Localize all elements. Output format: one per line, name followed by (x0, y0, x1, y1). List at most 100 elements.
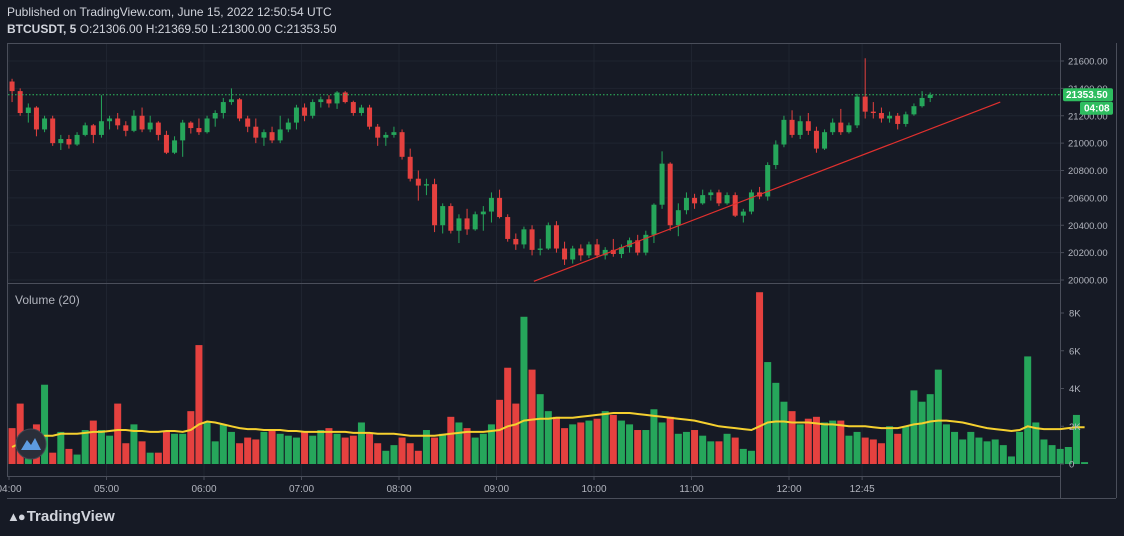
volume-bar (398, 437, 406, 464)
candle-body (277, 129, 283, 141)
candle-body (651, 204, 657, 235)
candle (237, 97, 243, 122)
volume-bar (447, 416, 455, 464)
candle-body (367, 107, 373, 127)
candle (529, 225, 535, 256)
candle-body (480, 211, 486, 215)
volume-bar (1032, 422, 1040, 464)
candle-body (870, 111, 876, 114)
volume-bar (951, 431, 959, 464)
candle (9, 78, 15, 103)
volume-bar (260, 431, 268, 464)
volume-bar (390, 445, 398, 464)
price-tick-label: 20800.00 (1068, 166, 1108, 177)
volume-bar (268, 430, 276, 464)
time-tick-label: 07:00 (289, 484, 314, 495)
symbol-ohlc-legend[interactable]: BTCUSDT, 5 O:21306.00 H:21369.50 L:21300… (7, 22, 337, 36)
candle-body (545, 225, 551, 249)
candle-body (399, 132, 405, 157)
candle-body (700, 195, 706, 204)
candle-body (497, 197, 503, 218)
volume-bar (49, 452, 57, 464)
volume-indicator-label[interactable]: Volume (20) (15, 293, 80, 307)
candle (277, 115, 283, 144)
candle (610, 238, 616, 257)
candle (521, 226, 527, 249)
candle (570, 245, 576, 264)
candle (464, 208, 470, 235)
candle-body (228, 99, 234, 103)
candle-body (407, 156, 413, 179)
candle-body (245, 118, 251, 127)
volume-bar (122, 443, 130, 464)
candle (927, 92, 933, 103)
volume-bar (1024, 356, 1032, 464)
volume-bar (699, 435, 707, 464)
trend-line[interactable] (533, 101, 1001, 282)
volume-bar (65, 448, 73, 464)
candle-body (878, 113, 884, 119)
volume-bar (179, 433, 187, 464)
volume-bar (772, 382, 780, 464)
volume-bar (569, 424, 577, 464)
candle-body (643, 234, 649, 253)
symbol-label[interactable]: BTCUSDT, 5 (7, 22, 77, 36)
candle-body (188, 122, 194, 129)
volume-bar (414, 450, 422, 464)
candle-body (797, 121, 803, 135)
time-tick-label: 08:00 (386, 484, 411, 495)
volume-bar (1072, 414, 1080, 464)
volume-bar (642, 430, 650, 464)
candle (163, 130, 169, 155)
tradingview-logo[interactable]: ▲● TradingView (7, 508, 115, 525)
candle (383, 132, 389, 146)
candle-body (919, 97, 925, 107)
candle (90, 123, 96, 144)
candle-body (440, 206, 446, 226)
candle (334, 91, 340, 109)
candle (716, 189, 722, 207)
candle (545, 222, 551, 250)
volume-bar (487, 424, 495, 464)
candle (172, 136, 178, 155)
candle-body (204, 118, 210, 133)
candle (919, 91, 925, 108)
candle (415, 170, 421, 201)
candle (797, 115, 803, 140)
grid (8, 44, 1060, 476)
candle-body (375, 126, 381, 138)
volume-bar (691, 430, 699, 464)
candle-body (838, 122, 844, 133)
candle-body (822, 132, 828, 149)
volume-bar (747, 450, 755, 464)
volume-bar (57, 431, 65, 464)
volume-bar (236, 443, 244, 464)
candle-body (748, 192, 754, 212)
candle (586, 241, 592, 259)
candle (862, 58, 868, 119)
volume-bar (650, 409, 658, 464)
candle-body (448, 206, 454, 231)
volume-ma-line (11, 412, 1085, 448)
candle (293, 104, 299, 130)
candle (204, 115, 210, 134)
volume-bar (861, 437, 869, 464)
candle-body (740, 211, 746, 216)
candle-body (675, 210, 681, 226)
price-tick-label: 21600.00 (1068, 57, 1108, 68)
candle-body (813, 130, 819, 149)
candle (342, 91, 348, 104)
volume-bar (292, 437, 300, 464)
time-axis[interactable]: 04:00 05:00 06:00 07:00 08:00 09:00 10:00 11:00… (0, 476, 875, 495)
candle (66, 134, 72, 149)
time-tick-label: 12:45 (850, 484, 875, 495)
volume-bar (682, 431, 690, 464)
volume-bar (942, 424, 950, 464)
candle (724, 192, 730, 205)
volume-bar (959, 439, 967, 464)
candle-body (42, 118, 48, 130)
time-tick-label: 04:00 (0, 484, 22, 495)
candle (310, 99, 316, 119)
volume-bar (999, 445, 1007, 464)
